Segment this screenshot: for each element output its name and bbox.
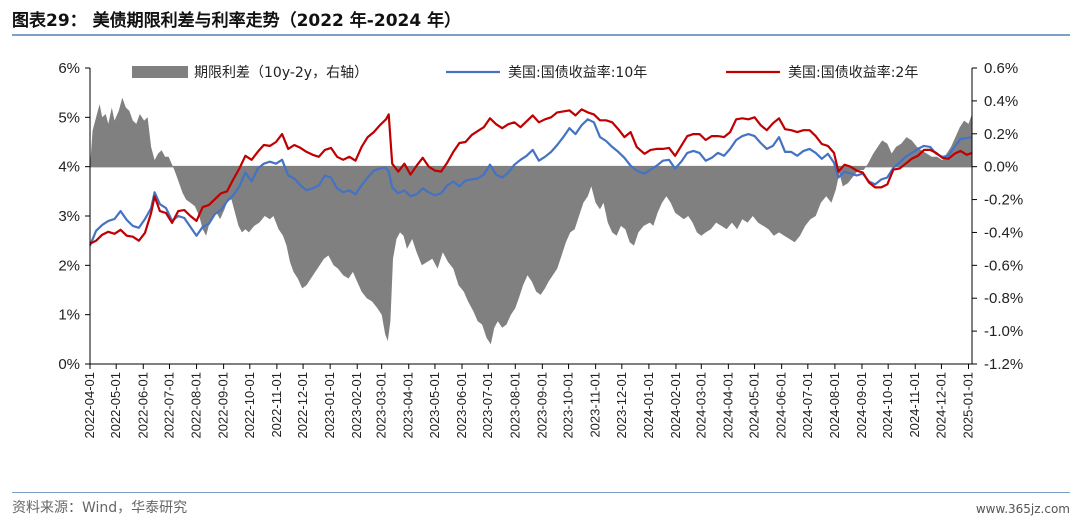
chart: 0% 1% 2% 3% 4% 5% 6% -1.2% -1.0% -0.8% -0.6% -0.4% -…	[58, 60, 1023, 439]
x-tick-label: 2023-06-01	[454, 372, 469, 439]
figure-title: 图表29： 美债期限利差与利率走势（2022 年-2024 年）	[12, 11, 462, 31]
x-tick-label: 2023-10-01	[561, 372, 576, 439]
x-tick-label: 2024-03-01	[693, 372, 708, 439]
legend-label-2y: 美国:国债收益率:2年	[788, 64, 918, 81]
right-tick-label: 0.2%	[984, 126, 1018, 143]
x-tick-label: 2023-12-01	[614, 372, 629, 439]
right-tick-label: -1.2%	[984, 356, 1023, 373]
x-tick-label: 2023-08-01	[507, 372, 522, 439]
left-tick-label: 0%	[58, 356, 80, 373]
left-tick-label: 5%	[58, 109, 80, 126]
watermark: www.365jz.com	[975, 502, 1070, 516]
right-tick-label: -0.6%	[984, 257, 1023, 274]
x-tick-label: 2023-03-01	[374, 372, 389, 439]
x-tick-label: 2024-02-01	[668, 372, 683, 439]
left-tick-label: 1%	[58, 307, 80, 324]
x-tick-label: 2023-01-01	[322, 372, 337, 439]
x-tick-label: 2023-11-01	[588, 372, 603, 438]
x-tick-label: 2022-12-01	[295, 372, 310, 439]
x-tick-label: 2022-10-01	[242, 372, 257, 439]
x-tick-label: 2022-04-01	[82, 372, 97, 439]
x-tick-label: 2024-10-01	[880, 372, 895, 439]
right-tick-label: -0.4%	[984, 224, 1023, 241]
x-tick-label: 2025-01-01	[961, 372, 976, 439]
left-tick-label: 2%	[58, 257, 80, 274]
x-tick-label: 2023-07-01	[480, 372, 495, 439]
right-tick-label: 0.0%	[984, 159, 1018, 176]
right-tick-label: 0.6%	[984, 60, 1018, 77]
x-tick-label: 2022-11-01	[269, 372, 284, 438]
x-tick-label: 2024-06-01	[774, 372, 789, 439]
x-tick-label: 2024-08-01	[827, 372, 842, 439]
yield-10y-line	[88, 118, 973, 247]
title-rule	[12, 34, 1070, 36]
legend-label-spread: 期限利差（10y-2y，右轴）	[194, 65, 368, 81]
right-tick-label: -0.8%	[984, 290, 1023, 307]
yield-2y-line	[89, 108, 973, 245]
x-tick-label: 2022-07-01	[161, 372, 176, 439]
right-tick-label: -0.2%	[984, 192, 1023, 209]
left-tick-label: 6%	[58, 60, 80, 77]
source-note: 资料来源：Wind，华泰研究	[12, 500, 188, 516]
x-tick-label: 2024-04-01	[720, 372, 735, 439]
spread-area-series	[90, 97, 972, 345]
x-tick-label: 2023-02-01	[349, 372, 364, 439]
x-tick-label: 2022-09-01	[216, 372, 231, 439]
x-tick-label: 2022-08-01	[189, 372, 204, 439]
x-tick-label: 2023-04-01	[401, 372, 416, 439]
x-tick-label: 2024-12-01	[933, 372, 948, 439]
right-tick-label: 0.4%	[984, 93, 1018, 110]
x-tick-label: 2023-09-01	[534, 372, 549, 439]
x-tick-label: 2022-06-01	[135, 372, 150, 439]
x-tick-label: 2024-05-01	[747, 372, 762, 439]
x-tick-label: 2023-05-01	[427, 372, 442, 439]
left-tick-label: 4%	[58, 159, 80, 176]
x-tick-label: 2022-05-01	[108, 372, 123, 439]
legend-swatch-spread	[132, 66, 188, 78]
x-tick-label: 2024-07-01	[800, 372, 815, 439]
left-tick-label: 3%	[58, 208, 80, 225]
legend-label-10y: 美国:国债收益率:10年	[508, 64, 647, 81]
x-tick-label: 2024-11-01	[907, 372, 922, 438]
right-tick-label: -1.0%	[984, 323, 1023, 340]
footer-rule	[12, 492, 1070, 493]
x-tick-label: 2024-09-01	[854, 372, 869, 439]
x-tick-label: 2024-01-01	[641, 372, 656, 439]
